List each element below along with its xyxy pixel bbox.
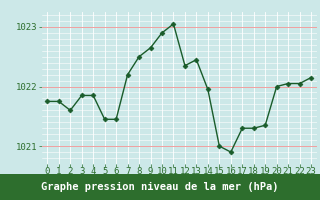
Text: Graphe pression niveau de la mer (hPa): Graphe pression niveau de la mer (hPa) bbox=[41, 182, 279, 192]
